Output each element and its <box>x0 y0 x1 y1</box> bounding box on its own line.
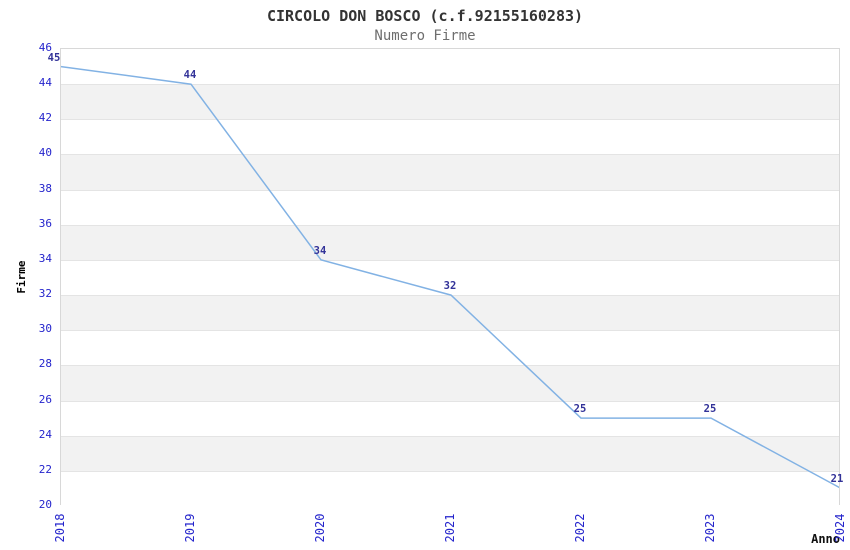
y-tick-label: 38 <box>38 181 52 195</box>
data-label: 32 <box>443 280 457 293</box>
data-label: 25 <box>573 403 587 416</box>
gridline <box>61 84 839 86</box>
y-tick-label: 20 <box>38 498 52 511</box>
gridline <box>61 259 839 261</box>
plot-band <box>61 49 839 85</box>
y-tick-label: 46 <box>38 41 52 54</box>
x-tick-label: 2019 <box>183 513 197 543</box>
y-tick-label: 44 <box>38 76 52 90</box>
chart-subtitle: Numero Firme <box>374 28 476 44</box>
gridline <box>61 365 839 367</box>
plot-band <box>61 154 839 190</box>
series-line <box>61 65 839 489</box>
gridline <box>61 224 839 226</box>
y-tick-label: 40 <box>38 146 52 160</box>
y-tick-label: 24 <box>38 427 52 441</box>
data-label: 45 <box>47 51 61 64</box>
x-tick-label: 2022 <box>573 513 587 543</box>
x-tick-label: 2020 <box>313 513 327 543</box>
data-label: 34 <box>313 244 327 257</box>
x-tick-label: 2018 <box>53 513 67 543</box>
y-tick-label: 26 <box>38 392 52 406</box>
gridline <box>61 154 839 156</box>
plot-band <box>61 470 839 506</box>
data-label: 44 <box>183 69 197 82</box>
series-line-canvas <box>61 65 839 489</box>
plot-band <box>61 365 839 401</box>
y-tick-label: 22 <box>38 462 52 476</box>
gridline <box>61 470 839 472</box>
gridline <box>61 330 839 332</box>
x-axis-title: Anno <box>811 532 840 546</box>
plot-band <box>61 435 839 471</box>
gridline <box>61 189 839 191</box>
y-tick-label: 42 <box>38 111 52 125</box>
y-tick-label: 36 <box>38 216 52 230</box>
y-tick-label: 28 <box>38 357 52 371</box>
plot-band <box>61 224 839 260</box>
plot-area <box>60 48 840 506</box>
data-label: 25 <box>703 403 717 416</box>
plot-band <box>61 84 839 120</box>
gridline <box>61 119 839 121</box>
y-tick-label: 32 <box>38 287 52 301</box>
plot-band <box>61 295 839 331</box>
x-tick-label: 2024 <box>833 513 847 543</box>
x-tick-label: 2021 <box>443 513 457 543</box>
gridline <box>61 435 839 437</box>
y-tick-label: 34 <box>38 251 52 265</box>
plot-band <box>61 259 839 296</box>
y-tick-label: 30 <box>38 322 52 336</box>
data-label: 21 <box>830 473 844 486</box>
plot-band <box>61 119 839 155</box>
plot-band <box>61 189 839 225</box>
gridline <box>61 400 839 402</box>
plot-band <box>61 330 839 366</box>
x-tick-label: 2023 <box>703 513 717 543</box>
chart-title: CIRCOLO DON BOSCO (c.f.92155160283) <box>266 7 584 25</box>
